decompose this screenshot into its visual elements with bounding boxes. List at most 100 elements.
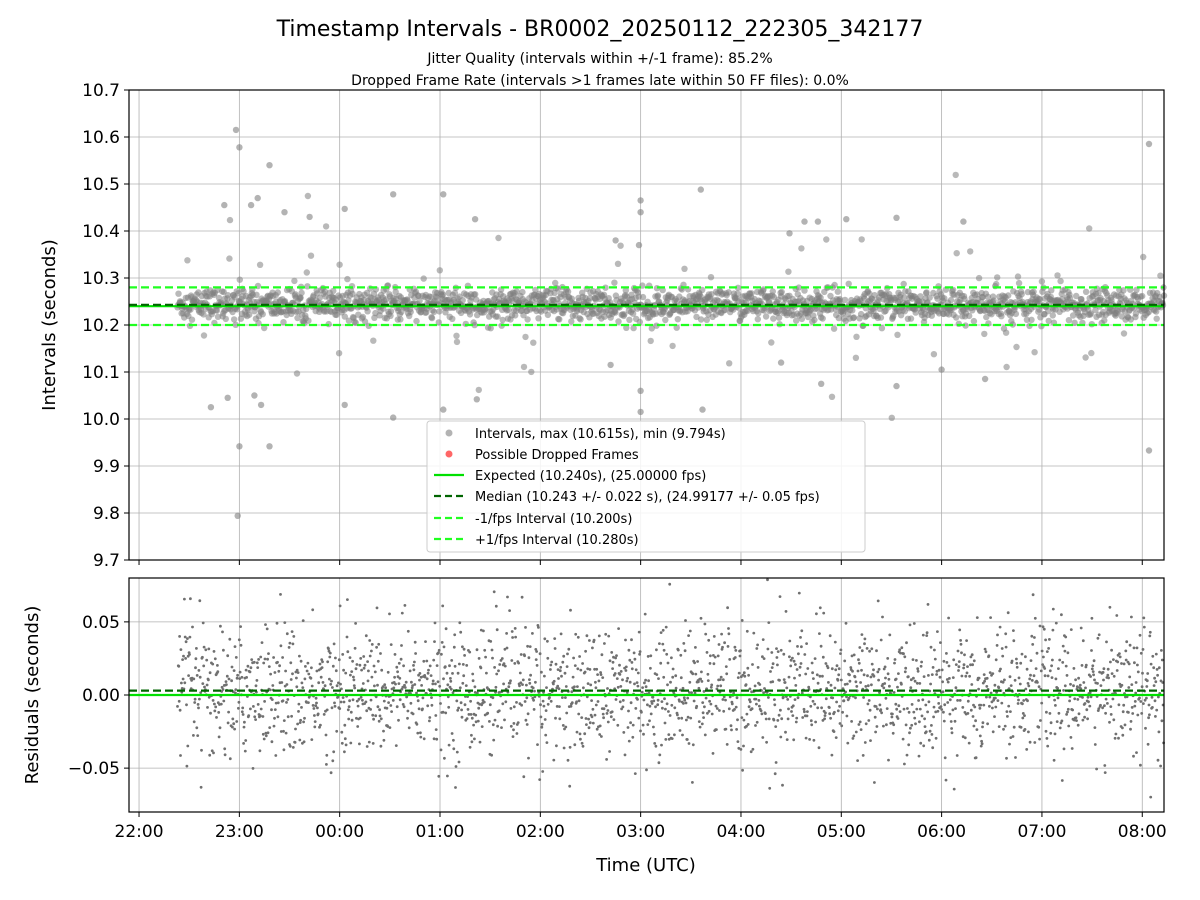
residual-point — [678, 699, 681, 703]
interval-point — [1057, 277, 1064, 285]
residual-point — [683, 649, 687, 653]
residual-point — [911, 658, 915, 661]
residual-point — [452, 645, 456, 649]
residual-point — [679, 653, 683, 657]
residual-point — [952, 787, 956, 791]
residual-point — [492, 590, 496, 594]
residual-point — [915, 659, 918, 662]
residual-point — [604, 632, 608, 636]
residual-point — [770, 666, 774, 669]
residual-point — [294, 727, 297, 731]
residual-point — [1024, 655, 1027, 659]
residual-point — [797, 591, 801, 595]
residual-point — [188, 635, 192, 639]
residual-point — [981, 725, 984, 729]
residual-point — [888, 684, 891, 688]
interval-point — [1069, 312, 1077, 319]
residual-point — [1027, 730, 1030, 734]
residual-point — [195, 726, 199, 730]
interval-point — [1145, 447, 1153, 454]
residual-point — [1042, 655, 1045, 659]
residual-point — [240, 675, 244, 679]
residual-point — [593, 667, 596, 671]
residual-point — [918, 720, 921, 724]
residual-point — [812, 738, 816, 742]
residual-point — [892, 691, 896, 694]
residual-point — [607, 634, 611, 638]
residual-point — [648, 704, 652, 708]
residual-point — [265, 627, 269, 631]
residual-point — [1155, 708, 1159, 712]
residual-point — [469, 699, 472, 703]
residual-point — [670, 703, 674, 707]
residual-point — [297, 702, 301, 706]
residual-point — [998, 625, 1002, 629]
residual-point — [1040, 649, 1044, 653]
residual-point — [399, 657, 403, 661]
residual-point — [913, 716, 917, 720]
residual-point — [1016, 702, 1020, 705]
residual-point — [1124, 658, 1128, 662]
residual-point — [762, 691, 765, 695]
residual-point — [502, 662, 506, 666]
residual-point — [745, 629, 749, 633]
residual-point — [497, 709, 501, 713]
residual-point — [947, 664, 951, 668]
residual-point — [978, 734, 982, 738]
residual-point — [872, 668, 875, 672]
residual-point — [629, 701, 633, 705]
residual-point — [191, 625, 194, 629]
residual-point — [594, 686, 598, 690]
residual-point — [782, 652, 786, 656]
residual-point — [827, 681, 830, 684]
residual-point — [367, 669, 370, 673]
interval-point — [1023, 316, 1031, 323]
residual-point — [535, 664, 539, 667]
residual-point — [968, 674, 971, 678]
residual-point — [748, 687, 752, 691]
legend-box — [426, 420, 866, 553]
residual-point — [253, 709, 257, 713]
y-tick-label: 10.1 — [82, 363, 120, 383]
y-tick-label: 10.0 — [82, 410, 120, 430]
residual-point — [1012, 629, 1015, 632]
residual-point — [261, 732, 265, 736]
interval-point — [544, 311, 552, 319]
residual-point — [946, 680, 950, 684]
residual-point — [280, 681, 284, 684]
residual-point — [925, 634, 929, 637]
residual-point — [850, 720, 853, 723]
residual-point — [1008, 675, 1012, 679]
residual-point — [856, 669, 860, 673]
interval-point — [471, 321, 478, 329]
residual-point — [860, 633, 864, 636]
residual-point — [738, 654, 742, 658]
residual-point — [528, 678, 531, 681]
x-tick-label: 08:00 — [1118, 822, 1167, 842]
residual-point — [325, 763, 328, 766]
residual-point — [1048, 638, 1051, 641]
residual-point — [644, 685, 648, 689]
interval-point — [349, 290, 356, 298]
interval-point — [734, 290, 741, 297]
residual-point — [467, 713, 471, 716]
interval-point — [257, 401, 265, 409]
residual-point — [948, 677, 951, 680]
residual-point — [295, 685, 299, 689]
residual-point — [1117, 703, 1121, 707]
residual-point — [1047, 647, 1050, 650]
residual-point — [350, 718, 354, 722]
residual-point — [770, 651, 774, 654]
residual-point — [426, 704, 430, 708]
residual-point — [993, 683, 997, 687]
residual-point — [1020, 652, 1024, 656]
residual-point — [1077, 712, 1081, 716]
residual-point — [1116, 660, 1120, 664]
interval-point — [830, 325, 838, 332]
residual-point — [821, 674, 824, 678]
residual-point — [777, 713, 781, 717]
residual-point — [587, 717, 590, 721]
residual-point — [845, 714, 849, 718]
residual-point — [213, 657, 217, 661]
residual-point — [358, 716, 362, 720]
